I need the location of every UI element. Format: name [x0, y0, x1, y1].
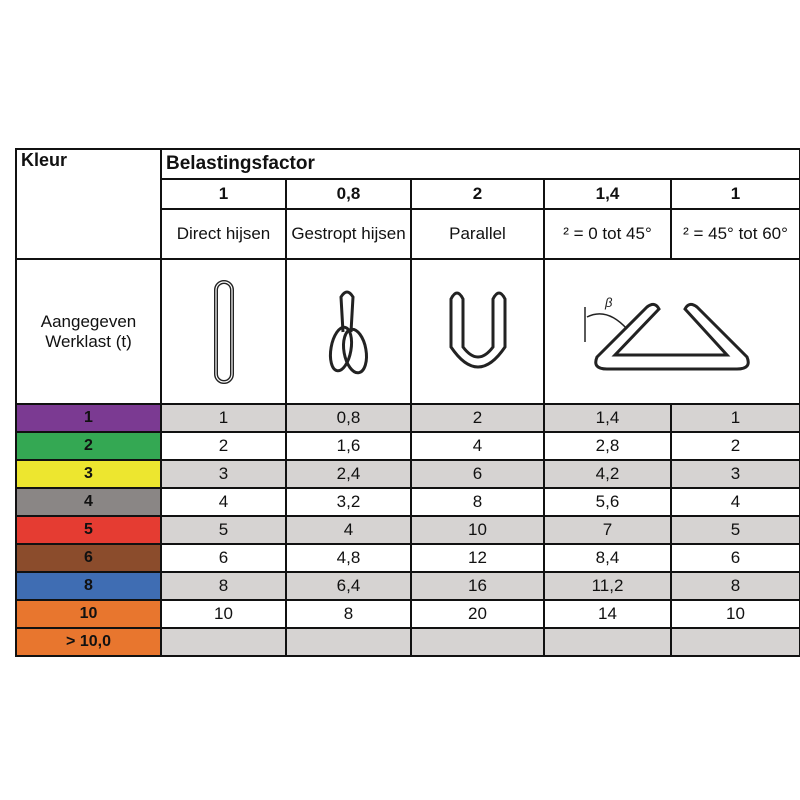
value-cell: 16 [410, 571, 545, 601]
table-row: 2 2 1,6 4 2,8 2 [15, 431, 800, 461]
value-cell: 2 [160, 431, 287, 461]
table-row: 3 3 2,4 6 4,2 3 [15, 459, 800, 489]
color-cell: 1 [15, 403, 162, 433]
method-parallel: Parallel [410, 208, 545, 260]
value-cell: 7 [543, 515, 672, 545]
direct-sling-icon [160, 258, 287, 405]
value-cell [285, 627, 412, 657]
color-cell: > 10,0 [15, 627, 162, 657]
value-cell [543, 627, 672, 657]
table-row: 1 1 0,8 2 1,4 1 [15, 403, 800, 433]
value-cell: 11,2 [543, 571, 672, 601]
belastingsfactor-header: Belastingsfactor [159, 148, 800, 180]
table-row: 4 4 3,2 8 5,6 4 [15, 487, 800, 517]
value-cell: 4,2 [543, 459, 672, 489]
value-cell: 4 [410, 431, 545, 461]
table-row: 10 10 8 20 14 10 [15, 599, 800, 629]
factor-5: 1 [669, 178, 800, 210]
beta-label: β [604, 295, 613, 310]
value-cell: 6 [410, 459, 545, 489]
value-cell: 1,4 [543, 403, 672, 433]
method-0-45: ² = 0 tot 45° [543, 208, 672, 260]
value-cell: 4,8 [285, 543, 412, 573]
value-cell: 8 [285, 599, 412, 629]
table-row: 5 5 4 10 7 5 [15, 515, 800, 545]
factor-1: 1 [160, 178, 287, 210]
value-cell: 1 [669, 403, 800, 433]
value-cell: 4 [160, 487, 287, 517]
value-cell: 5,6 [543, 487, 672, 517]
value-cell [160, 627, 287, 657]
value-cell: 6 [669, 543, 800, 573]
value-cell: 4 [669, 487, 800, 517]
value-cell: 3,2 [285, 487, 412, 517]
value-cell: 12 [410, 543, 545, 573]
value-cell: 2 [410, 403, 545, 433]
angle-sling-icon: β [542, 258, 800, 405]
value-cell: 8,4 [543, 543, 672, 573]
value-cell: 8 [410, 487, 545, 517]
choke-sling-icon [285, 258, 412, 405]
color-cell: 6 [15, 543, 162, 573]
value-cell: 6 [160, 543, 287, 573]
factor-2: 0,8 [285, 178, 412, 210]
value-cell: 3 [669, 459, 800, 489]
value-cell: 1 [160, 403, 287, 433]
method-45-60: ² = 45° tot 60° [669, 208, 800, 260]
parallel-sling-icon [410, 258, 545, 405]
factor-3: 2 [410, 178, 545, 210]
color-cell: 4 [15, 487, 162, 517]
value-cell [669, 627, 800, 657]
value-cell [410, 627, 545, 657]
value-cell: 3 [160, 459, 287, 489]
value-cell: 2,4 [285, 459, 412, 489]
kleur-header: Kleur [15, 148, 162, 260]
value-cell: 10 [410, 515, 545, 545]
value-cell: 2,8 [543, 431, 672, 461]
color-cell: 10 [15, 599, 162, 629]
method-gestropt: Gestropt hijsen [285, 208, 412, 260]
value-cell: 14 [543, 599, 672, 629]
value-cell: 5 [669, 515, 800, 545]
factor-4: 1,4 [543, 178, 672, 210]
color-cell: 8 [15, 571, 162, 601]
working-load-table: Kleur Belastingsfactor 1 0,8 2 1,4 1 Dir… [15, 148, 800, 657]
color-cell: 2 [15, 431, 162, 461]
color-cell: 5 [15, 515, 162, 545]
method-direct: Direct hijsen [160, 208, 287, 260]
value-cell: 0,8 [285, 403, 412, 433]
value-cell: 5 [160, 515, 287, 545]
value-cell: 20 [410, 599, 545, 629]
value-cell: 1,6 [285, 431, 412, 461]
table-row: > 10,0 [15, 627, 800, 657]
table-row: 8 8 6,4 16 11,2 8 [15, 571, 800, 601]
value-cell: 6,4 [285, 571, 412, 601]
color-cell: 3 [15, 459, 162, 489]
value-cell: 8 [669, 571, 800, 601]
werklast-label: Aangegeven Werklast (t) [15, 258, 162, 405]
value-cell: 10 [160, 599, 287, 629]
value-cell: 4 [285, 515, 412, 545]
value-cell: 8 [160, 571, 287, 601]
value-cell: 2 [669, 431, 800, 461]
value-cell: 10 [669, 599, 800, 629]
table-row: 6 6 4,8 12 8,4 6 [15, 543, 800, 573]
